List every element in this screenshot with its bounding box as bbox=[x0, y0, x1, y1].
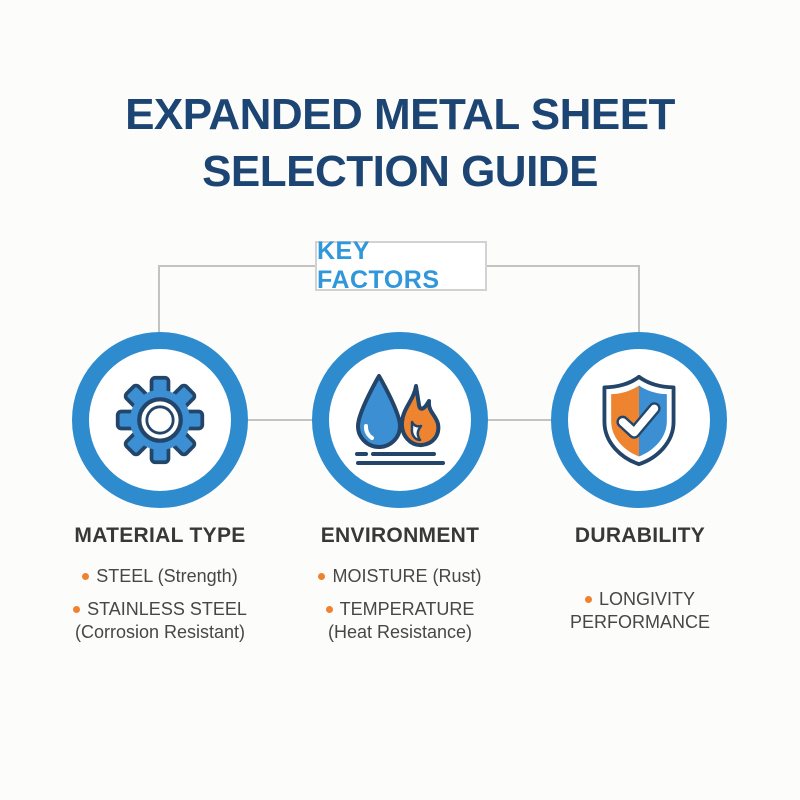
bullet-dot-icon bbox=[318, 572, 326, 580]
connector-line-circle2-circle3 bbox=[482, 419, 558, 421]
column-title: DURABILITY bbox=[574, 524, 706, 547]
bullet-list: STEEL (Strength) STAINLESS STEEL (Corros… bbox=[40, 565, 280, 644]
list-item: STAINLESS STEEL (Corrosion Resistant) bbox=[40, 598, 280, 644]
gear-icon bbox=[115, 375, 205, 465]
column-title: ENVIRONMENT bbox=[320, 524, 480, 547]
column-environment: ENVIRONMENT MOISTURE (Rust) TEMPERATURE … bbox=[280, 524, 520, 654]
factor-circle-environment bbox=[312, 332, 488, 508]
bullet-list: LONGIVITY PERFORMANCE bbox=[520, 588, 760, 634]
bullet-dot-icon bbox=[82, 572, 90, 580]
bullet-list: MOISTURE (Rust) TEMPERATURE (Heat Resist… bbox=[280, 565, 520, 644]
list-item-text: STEEL (Strength) bbox=[96, 566, 238, 586]
column-durability: DURABILITY LONGIVITY PERFORMANCE bbox=[520, 524, 760, 644]
list-item: STEEL (Strength) bbox=[40, 565, 280, 588]
water-flame-icon bbox=[355, 374, 445, 465]
connector-line-circle1-circle2 bbox=[242, 419, 318, 421]
connector-line-right-vertical bbox=[638, 265, 640, 334]
list-item: LONGIVITY PERFORMANCE bbox=[520, 588, 760, 634]
list-item-text: STAINLESS STEEL bbox=[87, 599, 247, 619]
shield-check-icon bbox=[602, 374, 676, 467]
list-item: MOISTURE (Rust) bbox=[280, 565, 520, 588]
connector-line-left-horizontal bbox=[159, 265, 317, 267]
connector-line-left-vertical bbox=[158, 265, 160, 334]
bullet-dot-icon bbox=[73, 605, 81, 613]
bullet-dot-icon bbox=[584, 595, 592, 603]
list-item-text: MOISTURE (Rust) bbox=[332, 566, 482, 586]
column-title: MATERIAL TYPE bbox=[74, 524, 246, 547]
list-item-text: LONGIVITY bbox=[598, 589, 696, 609]
key-factors-label: KEY FACTORS bbox=[317, 237, 440, 294]
factor-circle-durability bbox=[551, 332, 727, 508]
bullet-dot-icon bbox=[325, 605, 333, 613]
list-item: TEMPERATURE (Heat Resistance) bbox=[280, 598, 520, 644]
key-factors-box: KEY FACTORS bbox=[315, 237, 487, 294]
list-item-text: TEMPERATURE bbox=[339, 599, 475, 619]
factor-circle-material-type bbox=[72, 332, 248, 508]
list-item-text-line2: (Corrosion Resistant) bbox=[74, 622, 246, 642]
connector-line-right-horizontal bbox=[485, 265, 640, 267]
list-item-text-line2: (Heat Resistance) bbox=[327, 622, 473, 642]
column-material-type: MATERIAL TYPE STEEL (Strength) STAINLESS… bbox=[40, 524, 280, 654]
list-item-text-line2: PERFORMANCE bbox=[569, 612, 710, 632]
page-title: EXPANDED METAL SHEET SELECTION GUIDE bbox=[125, 90, 675, 196]
